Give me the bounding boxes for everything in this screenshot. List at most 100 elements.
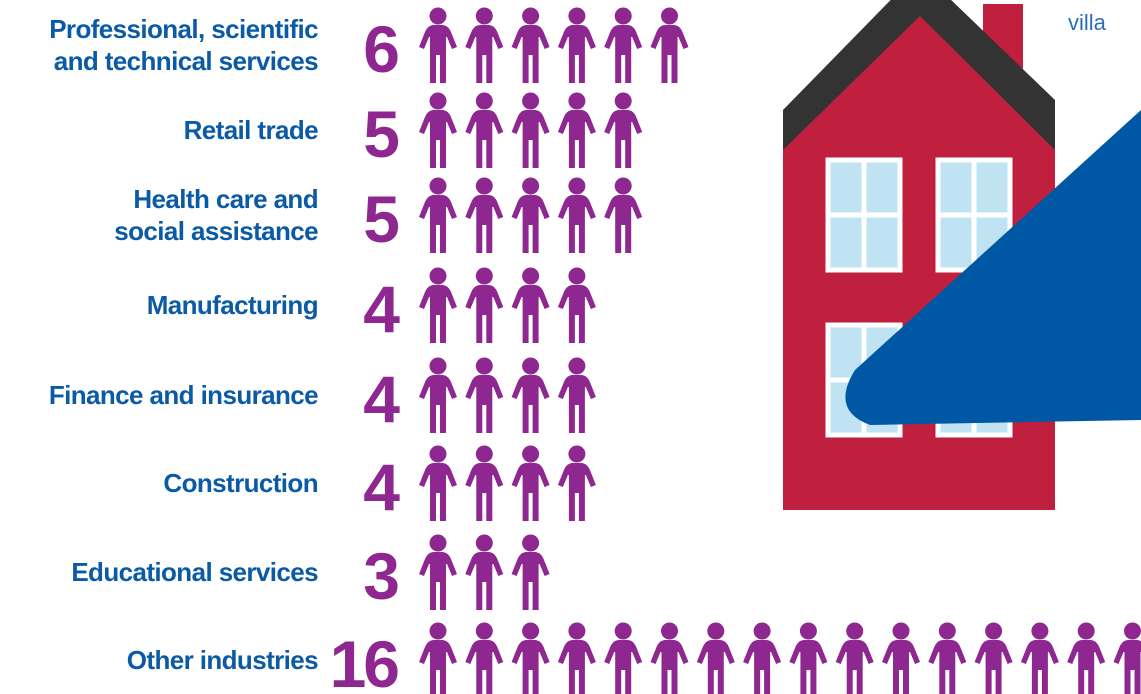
value-label: 16 xyxy=(330,627,399,694)
person-head xyxy=(475,177,493,195)
person-body xyxy=(1067,640,1106,694)
person-head xyxy=(661,7,678,25)
person-body xyxy=(604,25,643,83)
icon-row xyxy=(419,357,596,433)
person-body xyxy=(604,195,643,253)
icon-row xyxy=(419,622,1141,694)
person-body xyxy=(465,375,504,433)
person-body xyxy=(557,640,596,694)
value-label: 6 xyxy=(363,12,398,86)
person-head xyxy=(614,92,632,110)
person-head xyxy=(522,267,540,285)
person-body xyxy=(465,285,504,343)
person-head xyxy=(568,622,586,640)
person-head xyxy=(568,7,586,25)
person-head xyxy=(475,267,493,285)
speech-bubble xyxy=(845,110,1141,425)
person-body xyxy=(557,25,596,83)
person-body xyxy=(419,25,457,83)
person-body xyxy=(465,640,504,694)
person-body xyxy=(511,552,550,610)
person-head xyxy=(753,622,771,640)
person-body xyxy=(1020,640,1059,694)
person-head xyxy=(985,622,1003,640)
person-body xyxy=(557,375,596,433)
person-head xyxy=(522,357,540,375)
person-body xyxy=(557,195,596,253)
person-head xyxy=(568,177,586,195)
person-body xyxy=(511,375,550,433)
person-body xyxy=(511,110,550,168)
person-head xyxy=(429,7,447,25)
person-head xyxy=(475,534,493,552)
value-label: 5 xyxy=(363,97,398,171)
annotation: villa xyxy=(1068,10,1107,35)
person-body xyxy=(789,640,828,694)
person-body xyxy=(419,110,457,168)
person-head xyxy=(522,534,540,552)
person-head xyxy=(429,445,447,463)
icon-row xyxy=(419,267,596,343)
person-body xyxy=(557,463,596,521)
person-body xyxy=(743,640,782,694)
person-head xyxy=(522,177,540,195)
category-label: Health care and social assistance xyxy=(114,184,318,246)
person-body xyxy=(835,640,874,694)
person-head xyxy=(522,92,540,110)
person-head xyxy=(522,445,540,463)
person-head xyxy=(475,445,493,463)
person-body xyxy=(419,640,457,694)
person-body xyxy=(604,640,643,694)
person-body xyxy=(511,640,550,694)
category-label: Educational services xyxy=(71,557,318,587)
person-head xyxy=(1031,622,1049,640)
person-head xyxy=(429,357,447,375)
person-head xyxy=(475,92,493,110)
person-head xyxy=(568,92,586,110)
person-head xyxy=(846,622,864,640)
value-label: 4 xyxy=(363,450,400,524)
category-label: Construction xyxy=(163,468,318,498)
person-body xyxy=(465,552,504,610)
person-head xyxy=(614,622,632,640)
person-head xyxy=(429,267,447,285)
person-body xyxy=(511,463,550,521)
person-body xyxy=(557,285,596,343)
person-head xyxy=(522,7,540,25)
person-body xyxy=(465,25,504,83)
person-head xyxy=(661,622,678,640)
person-head xyxy=(429,92,447,110)
person-body xyxy=(419,463,457,521)
person-body xyxy=(928,640,967,694)
icon-row xyxy=(419,7,689,83)
person-body xyxy=(1113,640,1141,694)
person-body xyxy=(604,110,643,168)
person-head xyxy=(614,177,632,195)
value-label: 4 xyxy=(363,362,400,436)
person-head xyxy=(475,7,493,25)
category-label: Retail trade xyxy=(184,115,319,145)
person-body xyxy=(557,110,596,168)
person-head xyxy=(429,622,447,640)
person-head xyxy=(568,445,586,463)
person-body xyxy=(650,640,689,694)
person-head xyxy=(475,622,493,640)
person-body xyxy=(465,463,504,521)
house xyxy=(783,0,1141,510)
icon-row xyxy=(419,92,643,168)
category-label: Manufacturing xyxy=(147,290,318,320)
person-head xyxy=(938,622,956,640)
value-label: 5 xyxy=(363,182,398,256)
person-head xyxy=(1124,622,1141,640)
roof xyxy=(783,0,1055,150)
person-head xyxy=(799,622,817,640)
value-label: 3 xyxy=(363,539,398,613)
person-body xyxy=(419,285,457,343)
person-body xyxy=(511,195,550,253)
category-label: Professional, scientific and technical se… xyxy=(49,14,318,76)
person-body xyxy=(419,195,457,253)
icon-row xyxy=(419,534,550,610)
person-head xyxy=(568,357,586,375)
